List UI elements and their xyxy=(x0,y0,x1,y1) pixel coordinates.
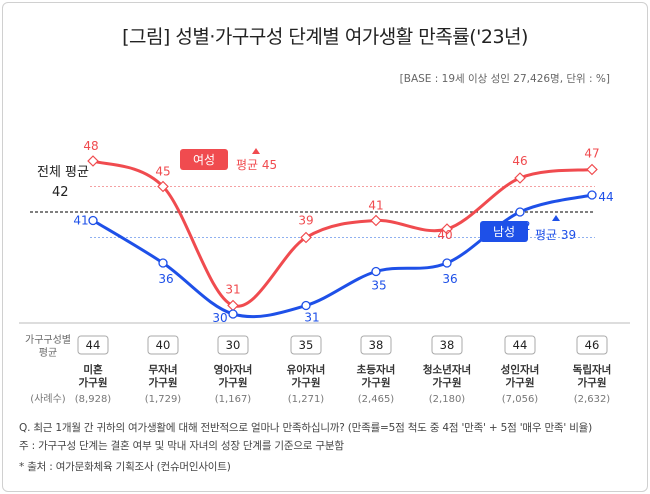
male-point xyxy=(587,190,597,200)
female-point xyxy=(157,180,169,193)
household-average-box xyxy=(290,335,322,355)
sample-size-label: (1,167) xyxy=(215,394,252,405)
male-value-label: 41 xyxy=(73,214,88,228)
category-label: 무자녀 xyxy=(149,363,178,376)
female-value-label: 39 xyxy=(298,214,313,228)
female-value-label: 31 xyxy=(225,283,240,297)
sample-size-label: (2,465) xyxy=(358,394,395,405)
household-average-value: 44 xyxy=(513,338,528,352)
category-label: 가구원 xyxy=(433,376,462,389)
overall-average-value: 42 xyxy=(52,185,69,200)
household-average-value: 38 xyxy=(440,338,455,352)
category-label: 청소년자녀 xyxy=(423,363,471,376)
category-label: 가구원 xyxy=(219,376,248,389)
category-label: 초등자녀 xyxy=(357,363,396,376)
sample-size-header: (사례수) xyxy=(30,393,66,405)
female-value-label: 45 xyxy=(155,165,170,179)
female-average-label: 평균 45 xyxy=(236,158,277,172)
household-average-box xyxy=(504,335,536,355)
female-point xyxy=(514,172,526,184)
male-point xyxy=(301,300,311,311)
sample-size-label: (1,729) xyxy=(145,394,182,405)
category-label: 가구원 xyxy=(578,376,607,389)
household-average-box xyxy=(217,335,249,355)
female-legend-badge xyxy=(180,149,228,170)
female-average-arrow-icon xyxy=(252,148,260,154)
household-average-box xyxy=(77,335,109,355)
household-average-box xyxy=(576,335,608,355)
household-average-value: 44 xyxy=(86,338,101,352)
male-point xyxy=(88,215,98,226)
male-point xyxy=(515,207,525,217)
chart-title: [그림] 성별·가구구성 단계별 여가생활 만족률('23년) xyxy=(122,26,528,48)
category-label: 독립자녀 xyxy=(573,363,612,376)
category-label: 가구원 xyxy=(506,376,535,389)
household-average-label: 가구구성별 xyxy=(25,334,71,346)
method-note: 주 : 가구구성 단계는 결혼 여부 및 막내 자녀의 성장 단계를 기준으로 … xyxy=(19,440,344,452)
sample-size-label: (7,056) xyxy=(502,394,539,405)
male-point xyxy=(228,309,238,319)
household-average-value: 46 xyxy=(585,338,600,352)
female-point xyxy=(300,231,312,244)
female-point xyxy=(586,163,598,176)
sample-size-label: (1,271) xyxy=(288,394,325,405)
female-point xyxy=(87,155,99,167)
category-label: 가구원 xyxy=(362,376,391,389)
base-note: [BASE : 19세 이상 성인 27,426명, 단위 : %] xyxy=(399,73,610,85)
category-label: 가구원 xyxy=(149,376,178,389)
female-series-line xyxy=(92,159,593,308)
male-value-label: 31 xyxy=(304,311,319,325)
category-label: 성인자녀 xyxy=(501,363,540,376)
female-value-label: 41 xyxy=(368,199,383,213)
source-note: * 출처 : 여가문화체육 기획조사 (컨슈머인사이트) xyxy=(19,461,231,473)
male-average-label: 평균 39 xyxy=(535,228,576,242)
household-average-value: 35 xyxy=(299,338,314,352)
male-legend-badge xyxy=(480,221,528,242)
female-point xyxy=(370,214,382,227)
category-label: 가구원 xyxy=(79,376,108,389)
category-label: 영아자녀 xyxy=(214,363,253,376)
sample-size-label: (8,928) xyxy=(75,394,112,405)
female-value-label: 48 xyxy=(83,139,98,153)
household-average-box xyxy=(360,335,392,355)
male-value-label: 36 xyxy=(158,272,173,286)
household-average-value: 38 xyxy=(369,338,384,352)
male-legend-label: 남성 xyxy=(493,225,515,239)
female-point xyxy=(441,223,453,235)
category-label: 유아자녀 xyxy=(287,363,326,376)
male-value-label: 36 xyxy=(442,272,457,286)
male-point xyxy=(158,258,168,268)
sample-size-label: (2,180) xyxy=(429,394,466,405)
female-value-label: 46 xyxy=(512,154,527,168)
sample-size-label: (2,632) xyxy=(574,394,611,405)
household-average-box xyxy=(431,335,463,355)
household-average-value: 30 xyxy=(226,338,241,352)
question-note: Q. 최근 1개월 간 귀하의 여가생활에 대해 전반적으로 얼마나 만족하십니… xyxy=(19,422,593,434)
male-value-label: 44 xyxy=(598,190,613,204)
female-legend-label: 여성 xyxy=(193,153,215,167)
category-label: 미혼 xyxy=(83,363,103,376)
category-label: 가구원 xyxy=(292,376,321,389)
male-point xyxy=(442,258,452,268)
male-value-label: 35 xyxy=(371,279,386,293)
female-value-label: 47 xyxy=(584,147,599,161)
overall-average-label: 전체 평균 xyxy=(37,165,89,180)
household-average-box xyxy=(147,335,179,355)
female-point xyxy=(227,299,239,312)
household-average-value: 40 xyxy=(156,338,171,352)
female-value-label: 40 xyxy=(437,228,452,242)
male-average-arrow-icon xyxy=(552,215,560,221)
household-average-label: 평균 xyxy=(39,347,57,359)
male-value-label: 30 xyxy=(212,311,227,325)
male-point xyxy=(371,266,381,277)
